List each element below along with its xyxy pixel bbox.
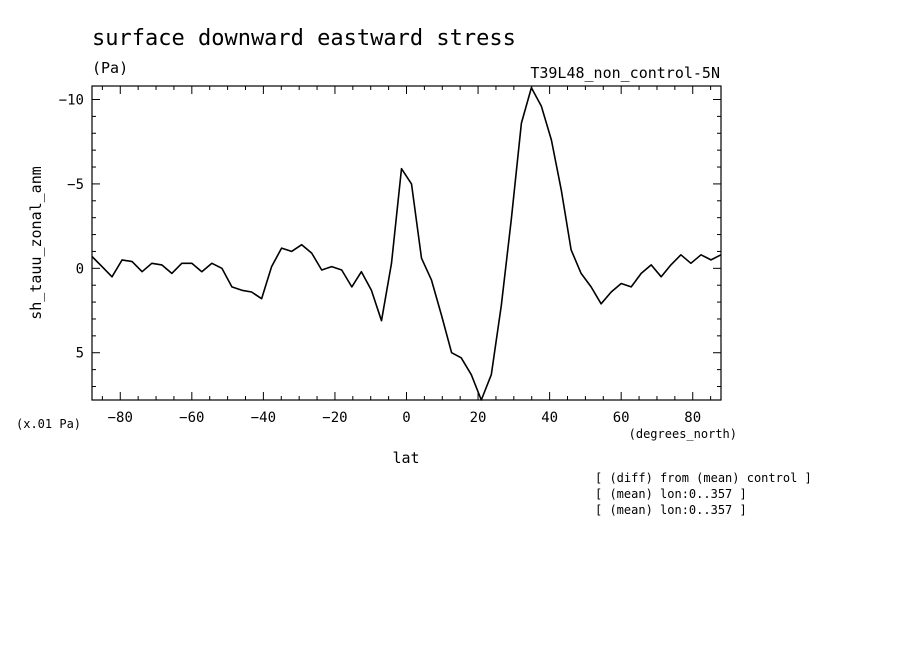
x-tick-label: 20 — [470, 410, 487, 426]
y-tick-label: 0 — [76, 261, 84, 277]
y-tick-label: −5 — [67, 177, 84, 193]
x-axis-label: lat — [392, 449, 419, 467]
x-tick-label: 80 — [684, 410, 701, 426]
note-line: [ (mean) lon:0..357 ] — [595, 503, 747, 517]
tick-labels: −80 −60 −40 −20 0 20 40 60 80 −10 −5 0 5 — [59, 93, 701, 426]
plot-frame — [91, 85, 722, 401]
x-tick-label: −60 — [179, 410, 204, 426]
y-tick-label: −10 — [59, 93, 84, 109]
note-line: [ (mean) lon:0..357 ] — [595, 487, 747, 501]
x-axis-units: (degrees_north) — [629, 427, 737, 441]
note-line: [ (diff) from (mean) control ] — [595, 471, 812, 485]
run-label: T39L48_non_control-5N — [530, 64, 720, 82]
x-tick-label: −20 — [322, 410, 347, 426]
units-label: (Pa) — [92, 59, 128, 77]
series-line — [91, 86, 722, 401]
y-scale-note: (x.01 Pa) — [16, 417, 81, 431]
x-tick-label: 40 — [541, 410, 558, 426]
x-tick-label: −40 — [251, 410, 276, 426]
x-tick-label: 60 — [613, 410, 630, 426]
axis-ticks — [92, 86, 721, 400]
chart-title: surface downward eastward stress — [92, 26, 516, 51]
x-tick-label: −80 — [108, 410, 133, 426]
x-tick-label: 0 — [402, 410, 410, 426]
y-tick-label: 5 — [76, 346, 84, 362]
y-axis-label: sh_tauu_zonal_anm — [27, 166, 45, 320]
